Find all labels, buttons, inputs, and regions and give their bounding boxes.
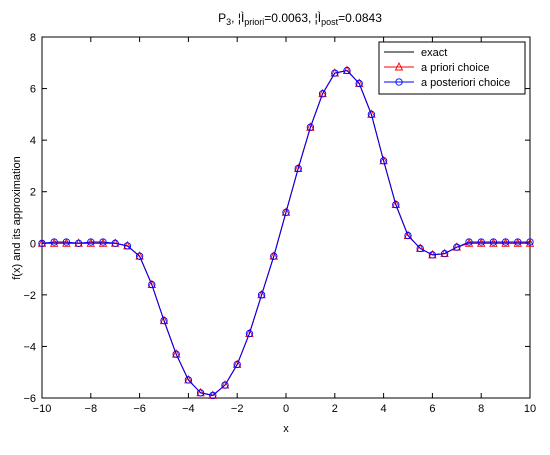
data-point-circle <box>501 238 510 246</box>
data-point-circle <box>135 252 144 260</box>
data-point-circle <box>440 249 449 258</box>
data-point-circle <box>99 238 107 246</box>
legend-label: a priori choice <box>421 62 489 74</box>
series-line-exact <box>42 69 530 396</box>
x-tick-label: 10 <box>524 403 536 415</box>
data-point-circle <box>233 360 241 369</box>
data-point-circle <box>477 238 485 246</box>
data-point-circle <box>416 244 424 253</box>
x-tick-label: −6 <box>133 403 146 415</box>
data-point-circle <box>184 376 193 384</box>
legend-box <box>378 41 526 95</box>
x-tick-label: 0 <box>283 403 289 415</box>
data-point-circle <box>367 110 376 119</box>
data-point-circle <box>294 164 302 173</box>
legend: exact a priori choice a posteriori choice <box>378 41 526 95</box>
y-tick-label: −4 <box>23 341 36 353</box>
x-tick-label: −10 <box>33 403 52 415</box>
y-tick-label: 6 <box>30 84 36 96</box>
data-point-triangle <box>513 238 523 247</box>
data-point-circle <box>428 251 437 259</box>
x-tick-label: −8 <box>85 403 98 415</box>
data-point-circle <box>257 291 266 299</box>
data-point-circle <box>282 208 290 216</box>
x-tick-label: −2 <box>231 403 244 415</box>
x-tick-label: 8 <box>478 403 484 415</box>
y-tick-label: 8 <box>30 32 36 44</box>
y-tick-label: 2 <box>30 187 36 199</box>
data-point-circle <box>160 316 168 325</box>
data-point-triangle <box>525 238 535 247</box>
data-point-circle <box>209 391 217 400</box>
series-line-a-priori-choice <box>42 69 530 396</box>
data-point-triangle <box>476 238 486 247</box>
legend-label: exact <box>421 47 447 59</box>
x-tick-label: 4 <box>381 403 387 415</box>
data-point-circle <box>526 238 534 246</box>
data-point-circle <box>87 238 95 246</box>
data-point-circle <box>453 243 461 251</box>
data-point-circle <box>379 157 388 165</box>
y-tick-label: 4 <box>30 135 36 147</box>
data-point-circle <box>514 238 522 246</box>
data-point-circle <box>196 389 205 397</box>
y-tick-label: 0 <box>30 238 36 250</box>
data-point-circle <box>123 242 132 250</box>
x-tick-label: 6 <box>429 403 435 415</box>
data-point-circle <box>306 123 315 131</box>
legend-marker-circle <box>395 78 403 86</box>
chart-title: P3, ¦Ìpriori=0.0063, ¦Ìpost=0.0843 <box>218 10 382 27</box>
data-point-triangle <box>501 238 510 247</box>
data-point-circle <box>221 381 229 389</box>
data-point-circle <box>318 90 327 98</box>
series-line-a-posteriori-choice <box>41 69 530 396</box>
data-point-circle <box>148 280 156 289</box>
data-point-circle <box>74 239 83 247</box>
x-axis: −10 −8 −6 −4 −2 0 2 4 6 8 10 <box>33 37 536 415</box>
data-point-circle <box>331 69 339 77</box>
data-point-triangle <box>49 238 59 247</box>
x-tick-label: 2 <box>332 403 338 415</box>
data-point-circle <box>245 329 254 338</box>
data-point-triangle <box>489 238 498 247</box>
data-point-circle <box>355 79 363 88</box>
data-point-circle <box>111 239 119 247</box>
y-axis-label: f(x) and its approximation <box>11 156 23 280</box>
data-point-triangle <box>98 238 108 247</box>
data-point-circle <box>404 231 412 240</box>
data-point-circle <box>489 238 498 246</box>
x-tick-label: −4 <box>182 403 195 415</box>
data-point-triangle <box>86 238 96 247</box>
x-axis-label: x <box>283 423 289 435</box>
data-point-circle <box>172 350 180 358</box>
data-point-circle <box>343 66 351 75</box>
series-layer <box>37 65 535 400</box>
data-point-circle <box>62 238 71 246</box>
legend-label: a posteriori choice <box>421 77 510 89</box>
data-point-circle <box>270 252 278 260</box>
y-axis: −6 −4 −2 0 2 4 6 8 <box>23 32 530 405</box>
y-tick-label: −6 <box>23 393 36 405</box>
data-point-circle <box>38 239 46 247</box>
y-tick-label: −2 <box>23 290 36 302</box>
data-point-triangle <box>62 238 71 247</box>
data-point-circle <box>392 200 400 209</box>
data-point-circle <box>465 238 473 246</box>
data-point-circle <box>50 238 58 246</box>
legend-marker-triangle <box>394 61 404 71</box>
